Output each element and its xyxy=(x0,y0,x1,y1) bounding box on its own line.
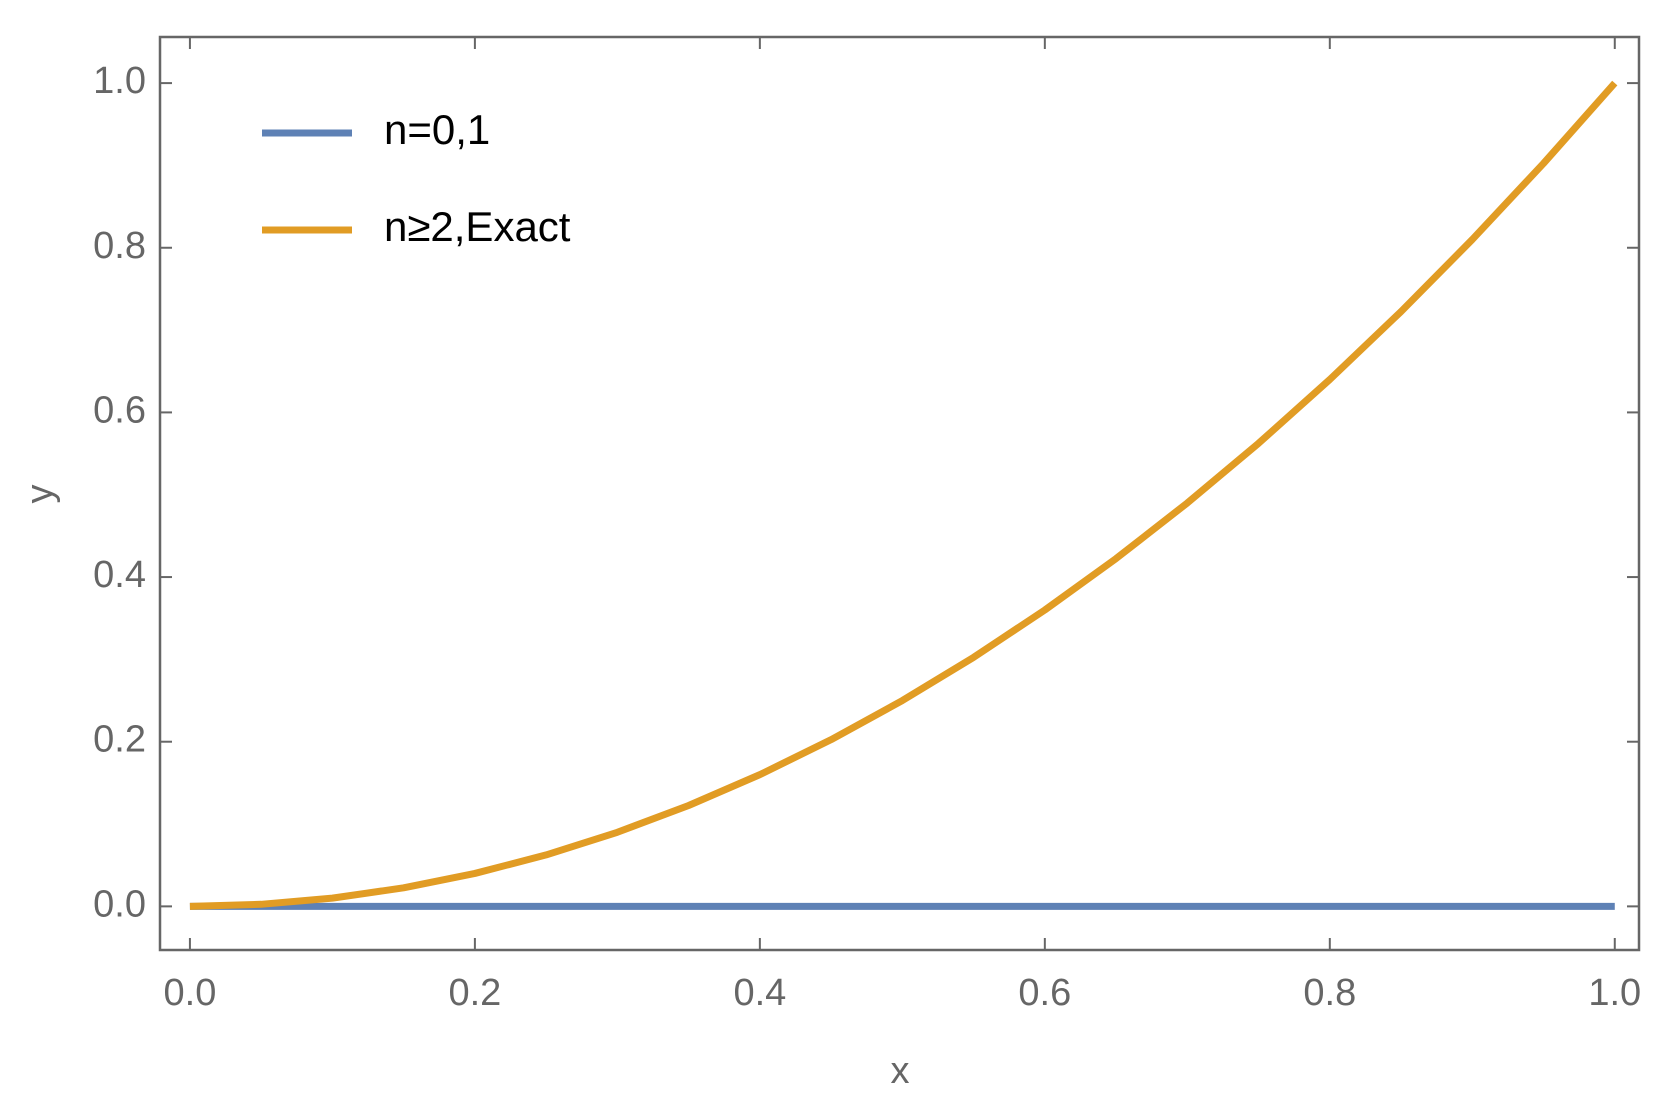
y-tick-label: 0.6 xyxy=(93,389,146,431)
x-tick-label: 0.2 xyxy=(448,972,501,1014)
y-tick-label: 0.0 xyxy=(93,883,146,925)
x-axis-label: x xyxy=(891,1050,910,1092)
y-tick-label: 0.2 xyxy=(93,719,146,761)
plot-frame xyxy=(158,35,1641,952)
x-tick-label: 0.4 xyxy=(733,972,786,1014)
y-axis-label: y xyxy=(19,485,61,504)
x-tick-label: 0.0 xyxy=(164,972,217,1014)
legend-label: n=0,1 xyxy=(384,106,490,153)
x-tick-label: 0.6 xyxy=(1018,972,1071,1014)
line xyxy=(189,80,1618,910)
y-tick-label: 0.4 xyxy=(93,554,146,596)
legend-label: n≥2,Exact xyxy=(384,203,571,250)
x-tick-label: 0.8 xyxy=(1303,972,1356,1014)
y-tick-label: 0.8 xyxy=(93,225,146,267)
x-tick-label: 1.0 xyxy=(1588,972,1641,1014)
y-tick-label: 1.0 xyxy=(93,60,146,102)
